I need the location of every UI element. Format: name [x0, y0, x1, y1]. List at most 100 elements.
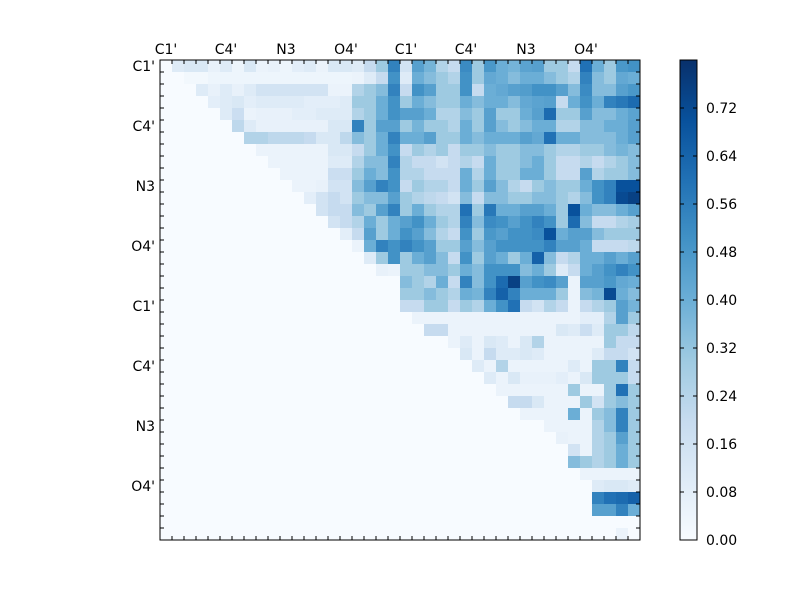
heatmap-cell — [424, 120, 437, 133]
heatmap-cell — [340, 480, 353, 493]
heatmap-cell — [352, 336, 365, 349]
heatmap-cell — [628, 444, 641, 457]
heatmap-cell — [316, 228, 329, 241]
heatmap-cell — [568, 516, 581, 529]
heatmap-cell — [304, 336, 317, 349]
heatmap-cell — [556, 156, 569, 169]
heatmap-cell — [484, 144, 497, 157]
heatmap-cell — [196, 432, 209, 445]
heatmap-cell — [544, 96, 557, 109]
heatmap-cell — [184, 264, 197, 277]
heatmap-cell — [496, 480, 509, 493]
heatmap-cell — [304, 504, 317, 517]
heatmap-cell — [256, 516, 269, 529]
heatmap-cell — [508, 108, 521, 121]
heatmap-cell — [448, 60, 461, 73]
heatmap-cell — [364, 384, 377, 397]
heatmap-cell — [544, 312, 557, 325]
heatmap-cell — [496, 444, 509, 457]
heatmap-cell — [160, 348, 173, 361]
heatmap-cell — [172, 528, 185, 541]
heatmap-cell — [232, 156, 245, 169]
heatmap-cell — [616, 432, 629, 445]
heatmap-cell — [628, 288, 641, 301]
heatmap-cell — [604, 480, 617, 493]
heatmap-cell — [376, 216, 389, 229]
heatmap-cell — [292, 264, 305, 277]
heatmap-cell — [412, 180, 425, 193]
heatmap-cell — [232, 504, 245, 517]
heatmap-cell — [208, 432, 221, 445]
heatmap-cell — [376, 132, 389, 145]
heatmap-cell — [472, 180, 485, 193]
heatmap-cell — [316, 528, 329, 541]
heatmap-cell — [292, 180, 305, 193]
heatmap-cell — [568, 504, 581, 517]
heatmap-cell — [256, 420, 269, 433]
heatmap-cell — [532, 300, 545, 313]
heatmap-cell — [256, 168, 269, 181]
heatmap-cell — [292, 144, 305, 157]
heatmap-cell — [256, 480, 269, 493]
heatmap-cell — [460, 168, 473, 181]
heatmap-cell — [208, 72, 221, 85]
heatmap-cell — [556, 276, 569, 289]
heatmap-cell — [556, 120, 569, 133]
heatmap-cell — [472, 228, 485, 241]
heatmap-cell — [604, 132, 617, 145]
colorbar-tick-label: 0.08 — [706, 485, 737, 501]
heatmap-cell — [304, 72, 317, 85]
heatmap-cell — [376, 444, 389, 457]
heatmap-cell — [472, 372, 485, 385]
heatmap-cell — [280, 108, 293, 121]
heatmap-cell — [604, 252, 617, 265]
heatmap-cell — [172, 264, 185, 277]
heatmap-cell — [268, 240, 281, 253]
heatmap-cell — [316, 468, 329, 481]
heatmap-cell — [472, 408, 485, 421]
heatmap-cell — [292, 60, 305, 73]
x-tick-label: O4' — [334, 42, 358, 58]
heatmap-cell — [292, 156, 305, 169]
heatmap-cell — [352, 144, 365, 157]
heatmap-cell — [496, 396, 509, 409]
heatmap-cell — [184, 444, 197, 457]
heatmap-cell — [412, 492, 425, 505]
heatmap-cell — [352, 468, 365, 481]
heatmap-cell — [196, 372, 209, 385]
heatmap-cell — [184, 528, 197, 541]
heatmap-cell — [532, 204, 545, 217]
heatmap-cell — [436, 432, 449, 445]
heatmap-cell — [520, 84, 533, 97]
heatmap-cell — [388, 240, 401, 253]
heatmap-cell — [544, 384, 557, 397]
heatmap-cell — [388, 276, 401, 289]
heatmap-cell — [604, 180, 617, 193]
heatmap-cell — [304, 300, 317, 313]
heatmap-cell — [220, 384, 233, 397]
heatmap-cell — [256, 120, 269, 133]
heatmap-cell — [424, 336, 437, 349]
heatmap-cell — [484, 264, 497, 277]
heatmap-cell — [220, 420, 233, 433]
heatmap-cell — [340, 156, 353, 169]
heatmap-cell — [352, 264, 365, 277]
heatmap-cell — [364, 228, 377, 241]
heatmap-cell — [376, 60, 389, 73]
heatmap-cell — [244, 264, 257, 277]
heatmap-cell — [208, 348, 221, 361]
heatmap-cell — [604, 144, 617, 157]
heatmap-cell — [400, 300, 413, 313]
heatmap-cell — [532, 120, 545, 133]
heatmap-cell — [352, 312, 365, 325]
heatmap-cell — [592, 396, 605, 409]
heatmap-cell — [484, 456, 497, 469]
heatmap-cell — [460, 444, 473, 457]
heatmap-cell — [628, 456, 641, 469]
heatmap-cell — [364, 408, 377, 421]
heatmap-cell — [184, 300, 197, 313]
heatmap-cell — [496, 504, 509, 517]
heatmap-cell — [628, 108, 641, 121]
heatmap-cell — [340, 72, 353, 85]
heatmap-cell — [388, 72, 401, 85]
